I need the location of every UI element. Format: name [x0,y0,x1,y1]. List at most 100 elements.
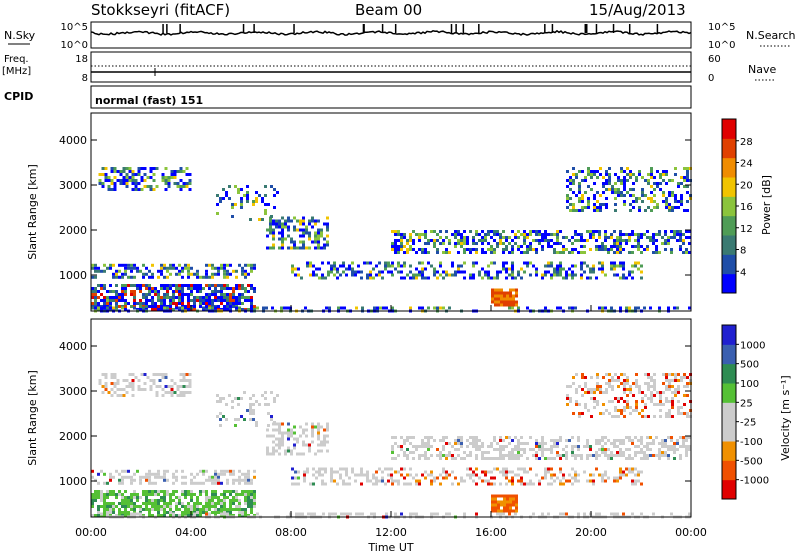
heatmap-cell [235,505,238,508]
heatmap-cell [619,276,622,280]
heatmap-cell [515,494,518,498]
heatmap-cell [656,170,659,173]
heatmap-cell [442,470,445,474]
heatmap-cell [125,379,129,382]
heatmap-cell [250,296,253,299]
heatmap-cell [355,306,358,310]
heatmap-cell [142,475,145,479]
heatmap-cell [454,245,457,248]
heatmap-cell [278,428,281,432]
heatmap-cell [244,499,247,502]
heatmap-cell [553,233,556,236]
heatmap-cell [121,478,124,482]
heatmap-cell [427,445,430,448]
heatmap-cell [619,467,622,471]
heatmap-cell [293,446,296,450]
heatmap-cell [517,451,520,454]
heatmap-cell [568,267,571,271]
heatmap-cell [400,233,403,236]
heatmap-cell [305,246,308,250]
heatmap-cell [300,276,303,280]
heatmap-cell [330,470,333,474]
heatmap-cell [226,284,229,287]
heatmap-cell [614,209,617,212]
heatmap-cell [235,490,238,493]
heatmap-cell [234,185,237,188]
heatmap-cell [152,173,156,176]
heatmap-cell [520,251,523,254]
heatmap-cell [113,391,117,394]
heatmap-cell [100,293,103,296]
heatmap-cell [445,436,448,439]
heatmap-cell [110,179,114,182]
heatmap-cell [101,391,105,394]
heatmap-cell [281,231,284,235]
heatmap-cell [247,308,250,311]
heatmap-cell [668,379,671,382]
heatmap-cell [608,379,611,382]
heatmap-cell [581,200,584,203]
heatmap-cell [164,391,168,394]
heatmap-cell [677,379,680,382]
heatmap-cell [578,191,581,194]
heatmap-cell [302,431,305,435]
heatmap-cell [295,512,298,516]
heatmap-cell [685,436,688,439]
heatmap-cell [662,200,665,203]
heatmap-cell [219,418,222,421]
heatmap-cell [121,284,124,287]
heatmap-cell [592,454,595,457]
heatmap-cell [240,197,243,200]
heatmap-cell [491,300,494,304]
heatmap-cell [133,299,136,302]
heatmap-cell [100,284,103,287]
heatmap-cell [541,239,544,242]
heatmap-cell [592,270,595,274]
heatmap-cell [505,467,508,471]
heatmap-cell [565,479,568,483]
heatmap-cell [321,273,324,277]
heatmap-cell [658,251,661,254]
heatmap-cell [336,270,339,274]
heatmap-cell [457,251,460,254]
heatmap-cell [529,482,532,486]
heatmap-cell [94,302,97,305]
heatmap-cell [244,287,247,290]
heatmap-cell [326,434,329,438]
heatmap-cell [115,469,118,473]
heatmap-cell [605,373,608,376]
heatmap-cell [149,176,153,179]
heatmap-cell [412,476,415,480]
heatmap-cell [133,472,136,476]
heatmap-cell [608,385,611,388]
heatmap-cell [649,236,652,239]
heatmap-cell [382,306,385,310]
heatmap-cell [240,188,243,191]
heatmap-cell [208,284,211,287]
heatmap-cell [394,479,397,483]
heatmap-cell [685,230,688,233]
heatmap-cell [415,273,418,277]
heatmap-cell [312,473,315,477]
heatmap-cell [586,442,589,445]
power-colorbar-label-tick: 24 [740,159,753,170]
heatmap-cell [503,500,506,504]
heatmap-cell [493,482,496,486]
heatmap-cell [680,200,683,203]
heatmap-cell [526,248,529,251]
heatmap-cell [646,457,649,460]
heatmap-cell [205,296,208,299]
heatmap-cell [587,200,590,203]
heatmap-cell [613,251,616,254]
heatmap-cell [559,230,562,233]
heatmap-cell [568,306,571,310]
heatmap-cell [620,182,623,185]
heatmap-cell [241,293,244,296]
heatmap-cell [205,496,208,499]
heatmap-cell [571,482,574,486]
heatmap-cell [187,287,190,290]
heatmap-cell [97,508,100,511]
heatmap-cell [565,236,568,239]
heatmap-cell [247,272,250,276]
heatmap-cell [499,436,502,439]
